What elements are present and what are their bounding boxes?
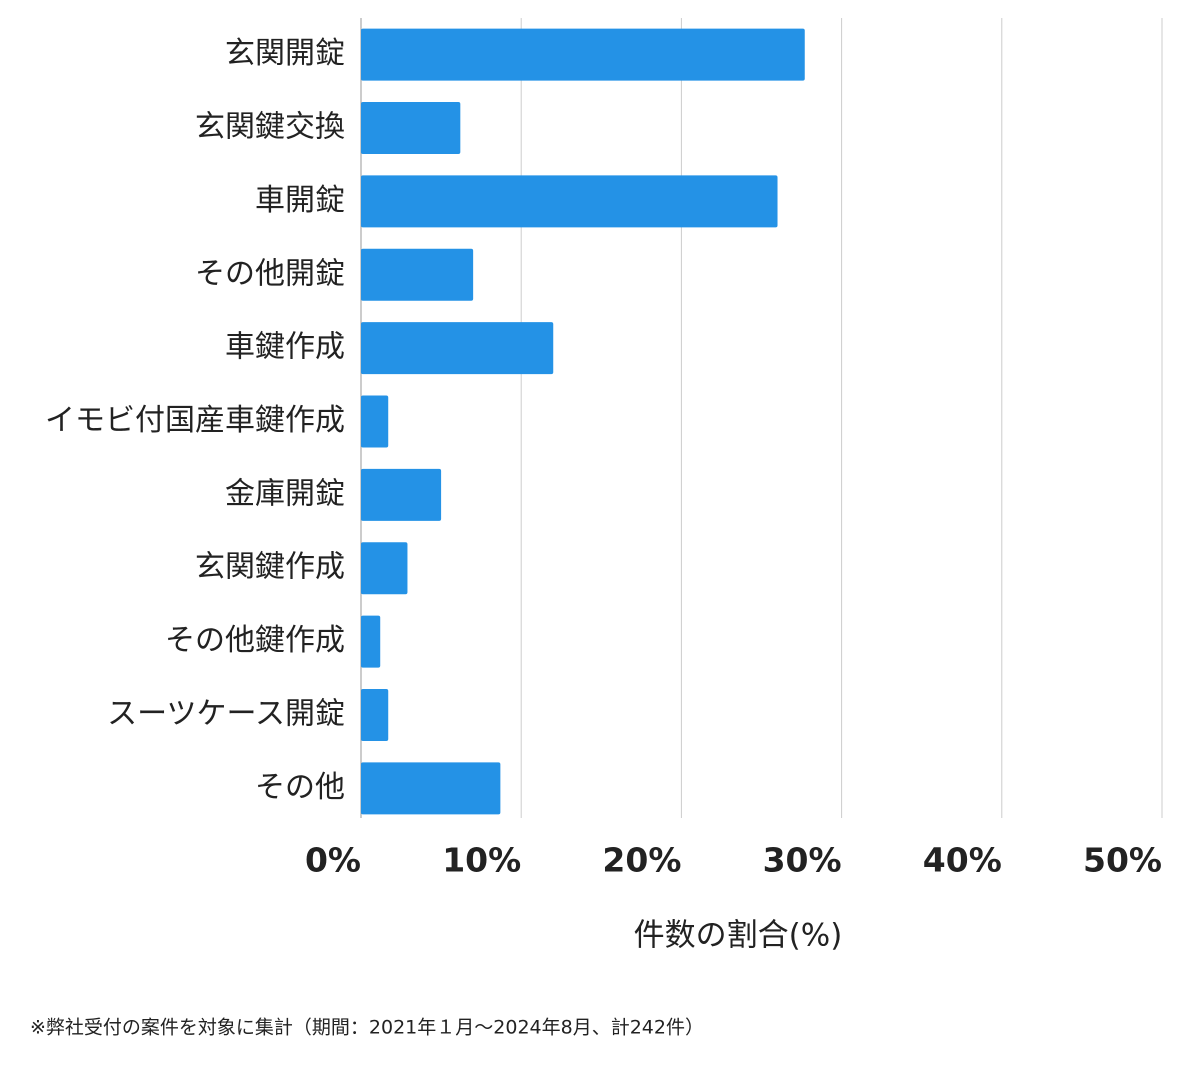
bar <box>361 28 805 81</box>
y-tick-label: 玄関鍵交換 <box>195 110 345 145</box>
bar <box>361 102 461 155</box>
bar <box>361 762 501 815</box>
x-tick-label: 50% <box>1083 841 1162 880</box>
y-tick-label: スーツケース開錠 <box>107 696 345 731</box>
x-tick-label: 20% <box>602 841 681 880</box>
x-tick-label: 0% <box>305 841 361 880</box>
bar <box>361 468 442 521</box>
x-tick-label: 30% <box>763 841 842 880</box>
bar <box>361 615 381 668</box>
bar <box>361 688 389 741</box>
y-tick-label: 玄関鍵作成 <box>195 550 345 585</box>
bar <box>361 175 778 228</box>
y-tick-label: その他鍵作成 <box>165 623 345 658</box>
y-tick-label: 玄関開錠 <box>225 36 345 71</box>
bar <box>361 248 474 301</box>
bar <box>361 395 389 448</box>
y-tick-label: 車開錠 <box>255 183 345 218</box>
x-tick-label: 10% <box>442 841 521 880</box>
y-tick-label: イモビ付国産車鍵作成 <box>45 403 345 438</box>
y-tick-label: その他 <box>255 770 345 805</box>
x-tick-label: 40% <box>923 841 1002 880</box>
bar <box>361 542 408 595</box>
x-axis-title: 件数の割合(%) <box>634 918 843 954</box>
footnote: ※弊社受付の案件を対象に集計（期間：2021年１月〜2024年8月、計242件） <box>30 1017 704 1039</box>
y-tick-label: その他開錠 <box>195 256 345 291</box>
y-tick-label: 金庫開錠 <box>225 476 345 511</box>
y-tick-label: 車鍵作成 <box>225 330 345 365</box>
bar <box>361 322 554 375</box>
